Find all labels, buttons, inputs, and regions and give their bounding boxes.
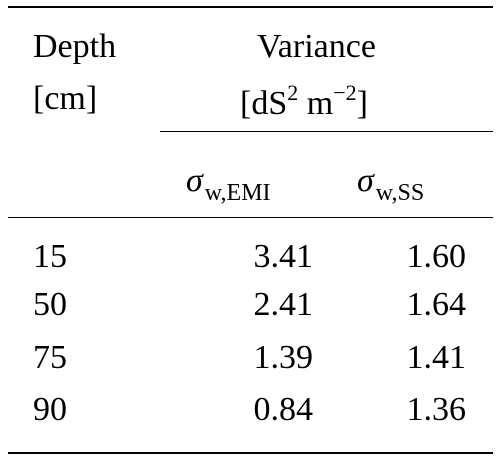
variance-unit-exponent-2: −2: [333, 80, 357, 105]
variance-group-rule: [160, 131, 493, 132]
sigma-emi-subscript: w,EMI: [204, 180, 271, 206]
variance-unit-base: [dS: [240, 85, 288, 122]
emi-cell: 3.41: [253, 238, 314, 275]
ss-cell: 1.64: [406, 286, 467, 323]
depth-cell: 15: [33, 238, 67, 275]
ss-cell: 1.41: [406, 339, 467, 376]
emi-cell: 1.39: [253, 339, 314, 376]
sigma-emi-symbol: σ: [186, 162, 203, 199]
header-bottom-rule: [8, 217, 493, 218]
variance-header-unit: [dS2 m−2]: [240, 82, 368, 121]
sigma-ss-subscript: w,SS: [375, 180, 425, 206]
depth-header-label: Depth: [33, 28, 117, 65]
top-rule: [8, 6, 493, 8]
variance-unit-end: ]: [356, 85, 368, 122]
bottom-rule: [8, 452, 493, 454]
variance-header-label: Variance: [257, 28, 376, 65]
depth-header-unit: [cm]: [33, 80, 98, 117]
ss-cell: 1.60: [406, 238, 467, 275]
sigma-ss-header: σw,SS: [357, 162, 425, 206]
depth-cell: 90: [33, 391, 67, 428]
sigma-emi-header: σw,EMI: [186, 162, 271, 206]
variance-unit-mid: m: [298, 85, 334, 122]
sigma-ss-symbol: σ: [357, 162, 374, 199]
emi-cell: 0.84: [253, 391, 314, 428]
depth-cell: 50: [33, 286, 67, 323]
emi-cell: 2.41: [253, 286, 314, 323]
depth-cell: 75: [33, 339, 67, 376]
variance-unit-exponent-1: 2: [287, 80, 299, 105]
ss-cell: 1.36: [406, 391, 467, 428]
